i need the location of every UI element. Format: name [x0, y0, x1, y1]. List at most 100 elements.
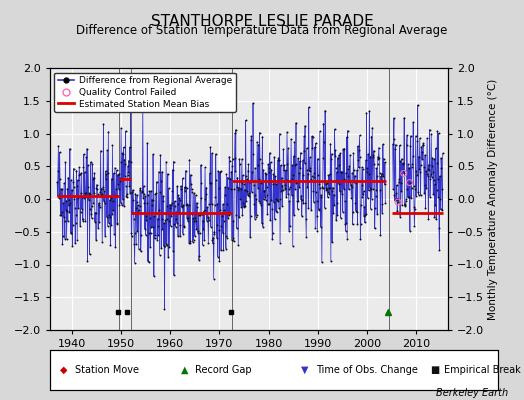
Point: [140, 226, 149, 232]
Point: [294, 155, 302, 162]
Point: [367, 133, 376, 140]
Point: [69, 179, 78, 186]
Point: [367, 186, 375, 192]
Point: [249, 182, 258, 188]
Point: [59, 200, 68, 206]
Point: [324, 189, 332, 196]
Point: [119, 150, 127, 157]
Point: [162, 158, 170, 165]
Point: [409, 153, 417, 160]
Point: [244, 168, 252, 174]
Point: [374, 161, 382, 167]
Point: [58, 209, 66, 216]
Point: [320, 139, 328, 146]
Point: [437, 155, 445, 161]
Point: [83, 146, 91, 152]
Point: [389, 136, 398, 142]
Point: [410, 223, 419, 229]
Point: [86, 205, 94, 212]
Point: [247, 133, 256, 139]
Point: [79, 216, 87, 222]
Point: [94, 225, 102, 231]
Point: [267, 196, 275, 203]
Point: [326, 185, 334, 192]
Point: [400, 170, 408, 176]
Point: [85, 190, 93, 196]
Point: [95, 218, 104, 225]
Point: [363, 169, 372, 176]
Point: [227, 237, 236, 243]
Point: [281, 185, 289, 191]
Point: [175, 195, 183, 201]
Text: Time of Obs. Change: Time of Obs. Change: [316, 365, 418, 375]
Point: [437, 165, 445, 171]
Point: [67, 177, 75, 183]
Point: [280, 162, 288, 168]
Point: [306, 154, 314, 161]
Point: [396, 214, 405, 220]
Point: [188, 210, 196, 217]
Point: [276, 196, 285, 202]
Point: [89, 200, 97, 207]
Point: [54, 143, 62, 149]
Point: [428, 162, 436, 169]
Point: [414, 189, 422, 195]
Point: [195, 257, 203, 263]
Point: [148, 196, 156, 203]
Point: [400, 114, 408, 121]
Point: [69, 166, 78, 172]
Point: [135, 207, 143, 214]
Point: [155, 168, 163, 175]
Point: [423, 166, 432, 172]
Point: [232, 212, 241, 218]
Point: [417, 144, 425, 150]
Point: [330, 192, 338, 198]
Point: [268, 206, 276, 212]
Point: [370, 161, 378, 168]
Point: [253, 162, 261, 168]
Point: [290, 212, 298, 218]
Point: [421, 152, 429, 158]
Point: [260, 188, 268, 194]
Point: [393, 208, 401, 215]
Point: [323, 194, 332, 200]
Point: [300, 133, 309, 139]
Point: [164, 254, 172, 260]
Point: [279, 186, 287, 193]
Point: [122, 128, 130, 134]
Point: [150, 213, 158, 219]
Point: [315, 206, 323, 212]
Point: [173, 200, 182, 207]
Point: [292, 120, 300, 126]
Point: [392, 190, 400, 196]
Point: [358, 194, 367, 200]
Point: [291, 186, 299, 192]
Point: [71, 220, 80, 226]
Point: [406, 228, 414, 234]
Point: [153, 236, 161, 243]
Point: [377, 171, 386, 177]
Point: [192, 218, 200, 224]
Point: [418, 149, 426, 155]
Point: [430, 177, 438, 183]
Point: [331, 152, 339, 159]
Point: [189, 239, 197, 245]
Point: [309, 134, 317, 141]
Point: [96, 189, 104, 196]
Point: [191, 233, 199, 239]
Point: [163, 170, 172, 177]
Point: [177, 183, 185, 189]
Point: [379, 156, 388, 162]
Point: [137, 232, 145, 238]
Point: [286, 223, 294, 229]
Point: [334, 178, 342, 184]
Point: [143, 140, 151, 146]
Point: [304, 104, 313, 110]
Point: [145, 188, 154, 194]
Point: [167, 213, 176, 219]
Point: [176, 222, 184, 228]
Point: [395, 176, 403, 182]
Point: [279, 146, 288, 152]
Point: [209, 234, 217, 241]
Point: [183, 201, 192, 208]
